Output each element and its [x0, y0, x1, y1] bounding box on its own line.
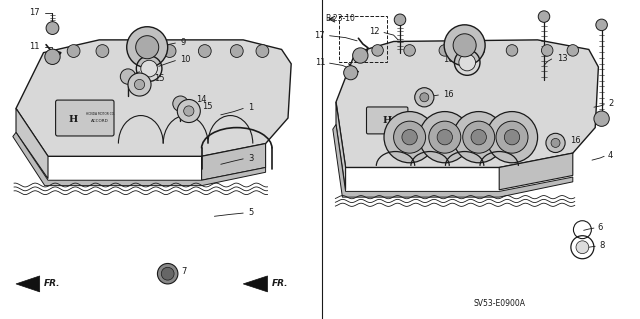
Text: V·TEC: V·TEC	[476, 134, 516, 147]
Circle shape	[163, 45, 176, 57]
Circle shape	[471, 130, 486, 145]
Polygon shape	[16, 108, 48, 179]
Circle shape	[161, 267, 174, 280]
Text: H: H	[383, 116, 392, 125]
Polygon shape	[336, 102, 346, 190]
Text: 6: 6	[598, 223, 603, 232]
Circle shape	[551, 138, 560, 147]
Polygon shape	[16, 276, 40, 292]
Circle shape	[394, 14, 406, 26]
Circle shape	[420, 93, 429, 102]
Text: ACCORD: ACCORD	[91, 119, 109, 123]
Text: 16: 16	[444, 90, 454, 99]
Text: FR.: FR.	[44, 279, 60, 288]
Text: 11: 11	[315, 58, 325, 67]
Circle shape	[437, 130, 452, 145]
Circle shape	[496, 121, 528, 153]
Circle shape	[136, 36, 159, 59]
Text: 8: 8	[599, 241, 604, 250]
Text: 2: 2	[608, 100, 613, 108]
Polygon shape	[13, 132, 266, 186]
Text: 7: 7	[181, 267, 186, 276]
Circle shape	[429, 121, 461, 153]
Circle shape	[459, 54, 476, 71]
Circle shape	[230, 45, 243, 57]
Circle shape	[576, 241, 589, 254]
Circle shape	[504, 130, 520, 145]
Text: 3: 3	[248, 154, 253, 163]
Text: B-23-10: B-23-10	[325, 14, 355, 23]
Circle shape	[344, 66, 358, 80]
Text: 14: 14	[145, 67, 155, 76]
Circle shape	[453, 112, 504, 163]
Polygon shape	[333, 124, 573, 197]
Circle shape	[45, 49, 60, 64]
Polygon shape	[16, 40, 291, 156]
Text: 14: 14	[196, 95, 206, 104]
Circle shape	[567, 45, 579, 56]
Circle shape	[67, 45, 80, 57]
Circle shape	[538, 11, 550, 22]
Circle shape	[157, 263, 178, 284]
Circle shape	[541, 45, 553, 56]
Circle shape	[46, 22, 59, 34]
Circle shape	[444, 25, 485, 66]
Circle shape	[384, 112, 435, 163]
Circle shape	[198, 45, 211, 57]
Text: 10: 10	[443, 55, 453, 64]
Circle shape	[353, 48, 368, 63]
Polygon shape	[499, 153, 573, 190]
Circle shape	[439, 45, 451, 56]
Text: SV53-E0900A: SV53-E0900A	[474, 299, 525, 308]
Text: 9: 9	[448, 38, 453, 47]
Circle shape	[134, 79, 145, 90]
Text: 12: 12	[369, 27, 380, 36]
Polygon shape	[243, 276, 268, 292]
Circle shape	[594, 111, 609, 126]
Text: 1: 1	[248, 103, 253, 112]
Circle shape	[128, 45, 141, 57]
Circle shape	[394, 121, 426, 153]
Circle shape	[120, 69, 136, 84]
Circle shape	[177, 100, 200, 122]
Text: 16: 16	[570, 136, 580, 145]
Circle shape	[415, 88, 434, 107]
Text: 17: 17	[29, 8, 40, 17]
Circle shape	[372, 45, 383, 56]
Circle shape	[419, 112, 470, 163]
Text: 11: 11	[29, 42, 40, 51]
Circle shape	[473, 45, 484, 56]
Text: 17: 17	[314, 31, 325, 40]
Text: HONDA MOTOR CO.: HONDA MOTOR CO.	[86, 112, 115, 116]
Circle shape	[127, 27, 168, 68]
Circle shape	[486, 112, 538, 163]
Text: 4: 4	[608, 151, 613, 160]
Text: 15: 15	[202, 102, 212, 111]
Circle shape	[402, 130, 417, 145]
Text: 9: 9	[180, 38, 186, 47]
Circle shape	[173, 96, 188, 111]
Circle shape	[96, 45, 109, 57]
Text: 5: 5	[248, 208, 253, 217]
FancyBboxPatch shape	[56, 100, 114, 136]
Circle shape	[256, 45, 269, 57]
Text: H: H	[68, 115, 77, 124]
FancyBboxPatch shape	[367, 107, 408, 134]
Circle shape	[463, 121, 495, 153]
Text: 13: 13	[557, 54, 568, 63]
Text: 10: 10	[180, 56, 191, 64]
Circle shape	[546, 133, 565, 152]
Polygon shape	[336, 40, 598, 167]
Text: 15: 15	[154, 74, 164, 83]
Circle shape	[184, 106, 194, 116]
Circle shape	[453, 34, 476, 57]
Circle shape	[506, 45, 518, 56]
Circle shape	[141, 60, 157, 77]
Polygon shape	[202, 144, 266, 180]
Circle shape	[128, 73, 151, 96]
Text: FR.: FR.	[271, 279, 288, 288]
Circle shape	[404, 45, 415, 56]
Circle shape	[596, 19, 607, 31]
